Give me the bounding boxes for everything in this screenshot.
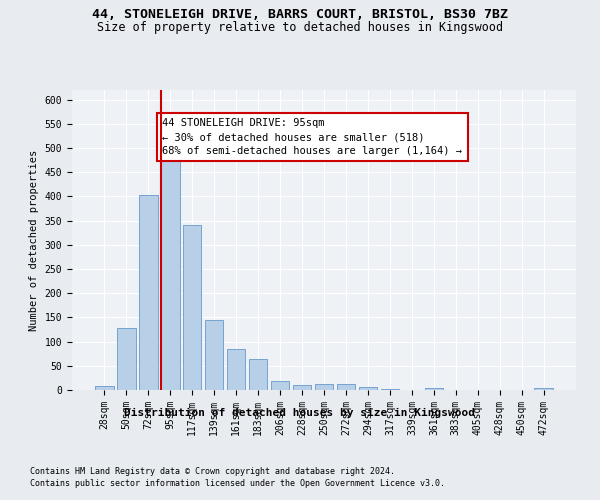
Bar <box>380 389 399 390</box>
Bar <box>205 320 223 390</box>
Bar <box>249 358 268 390</box>
Bar <box>227 349 245 390</box>
Y-axis label: Number of detached properties: Number of detached properties <box>29 150 39 330</box>
Bar <box>337 384 355 390</box>
Bar <box>117 328 136 390</box>
Bar <box>95 386 113 390</box>
Bar <box>293 384 311 390</box>
Text: Contains HM Land Registry data © Crown copyright and database right 2024.: Contains HM Land Registry data © Crown c… <box>30 467 395 476</box>
Bar <box>314 384 334 390</box>
Bar <box>139 194 158 390</box>
Text: Size of property relative to detached houses in Kingswood: Size of property relative to detached ho… <box>97 21 503 34</box>
Bar <box>271 382 289 390</box>
Bar <box>535 388 553 390</box>
Bar <box>183 226 202 390</box>
Bar <box>359 387 377 390</box>
Text: 44 STONELEIGH DRIVE: 95sqm
← 30% of detached houses are smaller (518)
68% of sem: 44 STONELEIGH DRIVE: 95sqm ← 30% of deta… <box>163 118 463 156</box>
Text: Contains public sector information licensed under the Open Government Licence v3: Contains public sector information licen… <box>30 478 445 488</box>
Bar <box>425 388 443 390</box>
Text: 44, STONELEIGH DRIVE, BARRS COURT, BRISTOL, BS30 7BZ: 44, STONELEIGH DRIVE, BARRS COURT, BRIST… <box>92 8 508 20</box>
Text: Distribution of detached houses by size in Kingswood: Distribution of detached houses by size … <box>125 408 476 418</box>
Bar <box>161 159 179 390</box>
